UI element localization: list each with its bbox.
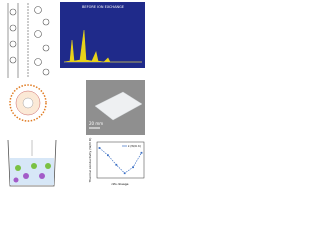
beaker [7, 139, 57, 187]
x-axis-label: nPs dosage [111, 182, 128, 186]
scale-bar-label: 20 mm [89, 121, 103, 126]
spectrum-title: BEFORE ION EXCHANGE [82, 5, 124, 9]
line-chart: Thermal conductivity (W/m K) nPs dosage … [88, 138, 145, 186]
spectrum-panel: BEFORE ION EXCHANGE [60, 2, 145, 68]
data-point [98, 147, 101, 149]
data-point [140, 151, 143, 154]
data-line [99, 147, 142, 174]
data-point [123, 172, 126, 175]
figure: BEFORE ION EXCHANGE 20 mm Thermal conduc… [7, 2, 145, 187]
data-point [107, 154, 109, 157]
data-point [115, 163, 118, 166]
y-axis-label: Thermal conductivity (W/m K) [88, 138, 92, 184]
double-layer-schematic [7, 3, 50, 78]
micelle [9, 84, 47, 122]
photo-panel: 20 mm [86, 80, 145, 135]
data-point [132, 166, 134, 169]
legend-label: k (W/m K) [128, 144, 141, 148]
